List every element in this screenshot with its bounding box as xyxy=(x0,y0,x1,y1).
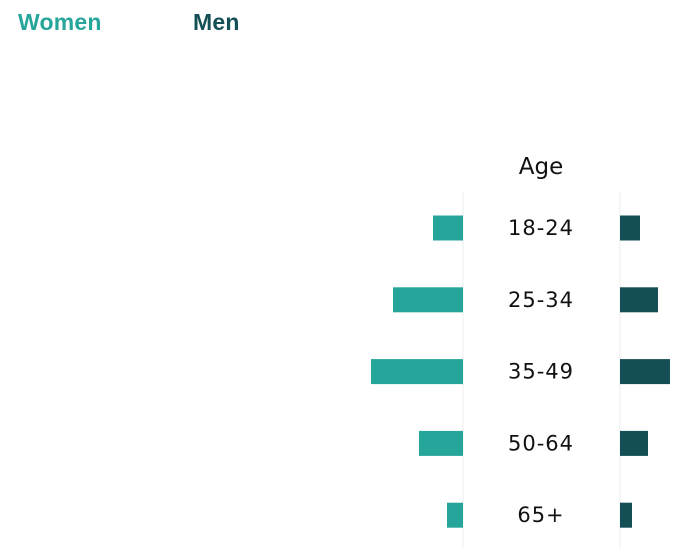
bar-men-35-49 xyxy=(620,359,670,385)
age-label-65+: 65+ xyxy=(517,503,564,527)
age-label-50-64: 50-64 xyxy=(508,431,574,455)
bar-women-25-34 xyxy=(393,287,463,313)
legend: Women Men xyxy=(18,6,318,38)
age-axis-title: Age xyxy=(519,154,563,180)
bar-men-50-64 xyxy=(620,430,648,456)
bar-men-18-24 xyxy=(620,215,640,241)
age-labels: 18-24 25-34 35-49 50-64 65+ xyxy=(508,216,574,527)
legend-men: Men xyxy=(193,9,240,35)
men-bars xyxy=(620,215,670,528)
bar-men-65+ xyxy=(620,502,632,528)
bar-men-25-34 xyxy=(620,287,658,313)
age-label-35-49: 35-49 xyxy=(508,360,574,384)
bar-women-65+ xyxy=(447,502,463,528)
bar-women-18-24 xyxy=(433,215,463,241)
bar-women-50-64 xyxy=(419,430,463,456)
legend-women: Women xyxy=(18,9,102,35)
age-label-18-24: 18-24 xyxy=(508,216,574,240)
age-label-25-34: 25-34 xyxy=(508,288,574,312)
women-bars xyxy=(371,215,463,528)
bar-women-35-49 xyxy=(371,359,463,385)
